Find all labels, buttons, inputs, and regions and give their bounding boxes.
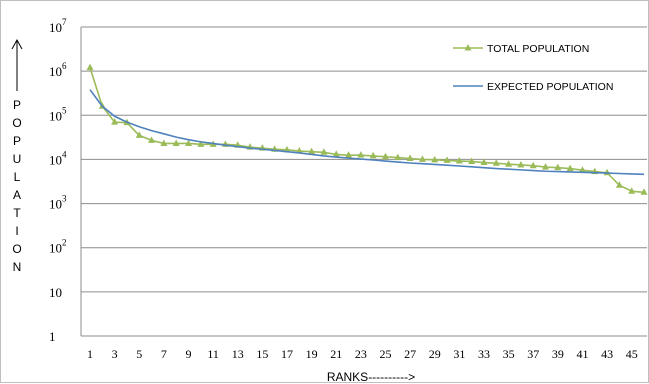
series-line-expected-population <box>89 89 645 176</box>
x-tick-label: 39 <box>552 347 564 361</box>
x-tick-label: 25 <box>379 347 391 361</box>
data-point <box>566 164 574 172</box>
x-tick-label: 43 <box>601 347 613 361</box>
data-point <box>184 139 192 146</box>
data-point <box>148 136 156 143</box>
data-point <box>394 153 402 161</box>
x-axis-label: RANKS----------> <box>327 370 415 384</box>
x-tick-label: 9 <box>185 347 191 361</box>
x-tick-label: 1 <box>87 347 93 361</box>
x-tick-label: 7 <box>161 347 167 361</box>
y-axis-label-letter: L <box>14 170 21 184</box>
legend-label-expected-population: EXPECTED POPULATION <box>487 81 613 93</box>
y-axis-label-letter: P <box>13 98 21 112</box>
data-point <box>628 187 636 194</box>
y-axis-label-letter: I <box>15 224 18 238</box>
y-tick-label: 103 <box>49 194 67 212</box>
data-point <box>160 139 168 146</box>
data-point <box>517 160 525 168</box>
y-axis-label-letter: U <box>13 152 22 166</box>
x-tick-label: 27 <box>404 347 416 361</box>
y-tick-label: 104 <box>49 149 67 167</box>
data-point <box>320 148 328 155</box>
legend-marker-total-population <box>464 44 472 51</box>
data-point <box>480 158 488 166</box>
data-point <box>332 150 340 157</box>
data-point <box>111 118 119 125</box>
y-axis-label-letter: N <box>13 260 22 274</box>
data-point <box>529 161 537 169</box>
data-point <box>455 157 463 164</box>
y-tick-label: 102 <box>49 238 67 256</box>
data-point <box>615 181 623 188</box>
data-point <box>172 139 180 146</box>
x-tick-label: 3 <box>112 347 118 361</box>
data-point <box>468 157 476 164</box>
series-line-total-population <box>89 67 645 194</box>
legend-label-total-population: TOTAL POPULATION <box>487 43 589 55</box>
y-tick-label: 107 <box>49 17 67 35</box>
data-point <box>431 155 439 163</box>
x-tick-label: 29 <box>429 347 441 361</box>
x-tick-label: 35 <box>503 347 515 361</box>
y-tick-label: 106 <box>49 61 67 79</box>
y-tick-label: 105 <box>49 105 67 123</box>
data-point <box>308 147 316 155</box>
data-point <box>505 160 513 167</box>
data-point <box>381 152 389 160</box>
data-point <box>554 163 562 171</box>
x-tick-label: 5 <box>136 347 142 361</box>
data-point <box>197 140 205 147</box>
y-axis-label-letter: P <box>13 134 21 148</box>
x-tick-label: 21 <box>330 347 342 361</box>
x-tick-label: 13 <box>232 347 244 361</box>
x-tick-label: 23 <box>355 347 367 361</box>
y-axis-label-letter: O <box>12 242 21 256</box>
data-point <box>345 151 353 158</box>
x-tick-label: 33 <box>478 347 490 361</box>
y-tick-label: 10 <box>49 285 62 300</box>
x-tick-label: 41 <box>576 347 588 361</box>
data-point <box>578 166 586 173</box>
x-tick-label: 15 <box>256 347 268 361</box>
y-tick-label: 1 <box>49 329 56 344</box>
data-point <box>640 188 648 195</box>
x-tick-label: 31 <box>453 347 465 361</box>
y-axis-arrow-head <box>11 38 23 50</box>
data-point <box>443 156 451 163</box>
data-point <box>295 147 303 154</box>
y-axis-label-letter: A <box>13 188 21 202</box>
x-tick-label: 19 <box>306 347 318 361</box>
data-point <box>542 163 550 170</box>
data-point <box>86 63 94 71</box>
data-point <box>135 131 143 138</box>
x-tick-label: 37 <box>527 347 539 361</box>
data-point <box>357 151 365 158</box>
x-tick-label: 17 <box>281 347 293 361</box>
data-point <box>418 155 426 162</box>
data-point <box>492 159 500 166</box>
x-tick-label: 11 <box>207 347 219 361</box>
data-point <box>369 151 377 159</box>
y-axis-label-letter: T <box>13 206 21 220</box>
data-point <box>406 154 414 161</box>
x-tick-label: 45 <box>626 347 638 361</box>
y-axis-label-letter: O <box>12 116 21 130</box>
